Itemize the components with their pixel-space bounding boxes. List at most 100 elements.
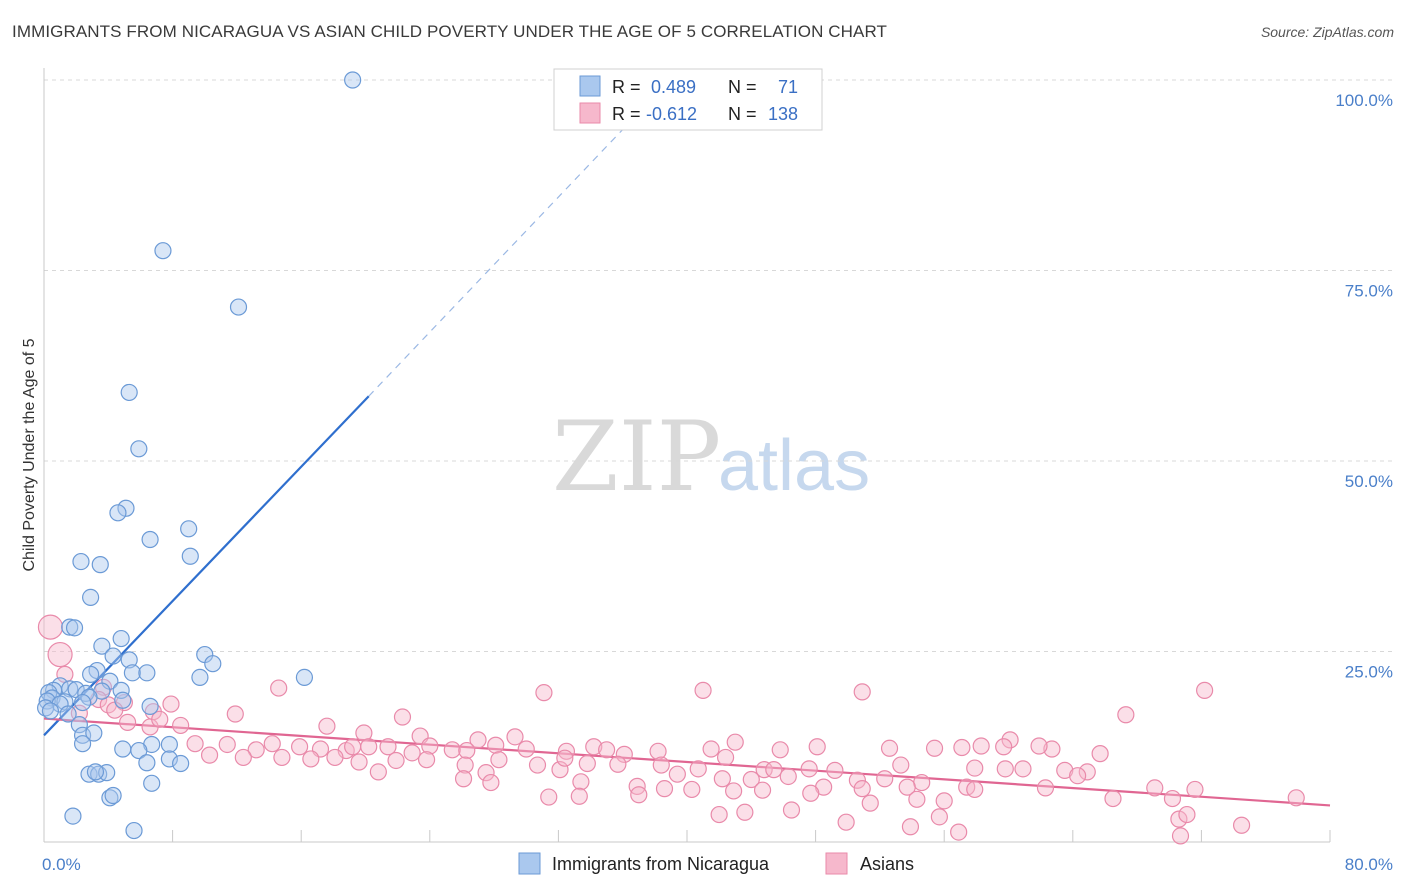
asians-point-97 <box>572 773 590 791</box>
asians-points <box>37 614 1305 845</box>
asians-point-63 <box>302 750 320 768</box>
asians-point-125 <box>1170 810 1188 828</box>
asians-point-56 <box>953 738 971 757</box>
nicaragua-point-56 <box>138 754 156 772</box>
asians-point-99 <box>655 780 674 798</box>
nicaragua-point-65 <box>64 807 82 825</box>
asians-point-118 <box>1163 789 1182 808</box>
asians-point-75 <box>689 760 707 778</box>
nicaragua-point-43 <box>37 699 55 717</box>
y-tick-label-50: 50.0% <box>1345 472 1393 491</box>
nicaragua-point-44 <box>41 702 60 720</box>
asians-point-100 <box>683 780 701 799</box>
asians-point-86 <box>477 764 495 782</box>
y-tick-label-75: 75.0% <box>1345 282 1393 301</box>
asians-point-128 <box>901 818 920 836</box>
asians-point-117 <box>1104 789 1122 808</box>
asians-point-29 <box>1001 731 1019 749</box>
legend-swatch-pink <box>579 102 601 124</box>
asians-point-59 <box>1091 745 1109 763</box>
asians-point-61 <box>234 748 252 767</box>
nicaragua-point-22 <box>138 664 156 682</box>
asians-point-126 <box>1178 805 1196 824</box>
asians-point-105 <box>898 778 916 796</box>
nicaragua-trend-extension <box>368 129 624 397</box>
asians-point-76 <box>755 761 773 779</box>
nicaragua-point-46 <box>59 705 77 723</box>
asians-point-21 <box>151 710 169 728</box>
nicaragua-point-53 <box>114 740 132 758</box>
nicaragua-point-11 <box>181 547 199 565</box>
legend-r-label-1: R = <box>612 77 641 97</box>
nicaragua-point-1 <box>154 242 172 260</box>
nicaragua-point-19 <box>120 651 138 669</box>
asians-point-110 <box>1186 780 1204 799</box>
asians-point-92 <box>848 771 866 789</box>
asians-point-43 <box>487 736 505 754</box>
asians-point-50 <box>702 740 720 758</box>
asians-point-5 <box>535 684 553 702</box>
nicaragua-point-3 <box>120 383 138 402</box>
asians-point-44 <box>517 740 535 758</box>
asians-point-8 <box>1196 681 1214 699</box>
asians-point-54 <box>880 739 899 757</box>
nicaragua-point-2 <box>229 298 248 316</box>
asians-point-42 <box>458 741 476 760</box>
asians-point-27 <box>506 728 524 746</box>
source-label: Source: ZipAtlas.com <box>1260 24 1394 40</box>
asians-point-39 <box>379 738 397 756</box>
asians-point-1 <box>47 641 73 668</box>
asians-point-66 <box>387 751 405 770</box>
asians-point-80 <box>892 756 910 774</box>
asians-point-28 <box>726 733 744 751</box>
y-axis-label: Child Poverty Under the Age of 5 <box>21 338 38 571</box>
series-legend-swatch-nicaragua <box>518 852 541 875</box>
asians-point-114 <box>802 784 820 802</box>
asians-point-108 <box>1036 779 1055 797</box>
nicaragua-point-55 <box>160 750 178 768</box>
asians-point-62 <box>273 748 291 767</box>
legend-n-value-1: 71 <box>778 77 798 97</box>
asians-point-35 <box>290 738 309 756</box>
asians-point-60 <box>200 746 219 764</box>
asians-point-109 <box>1146 779 1164 797</box>
asians-point-74 <box>652 756 670 774</box>
asians-point-91 <box>779 767 797 786</box>
asians-point-58 <box>1043 740 1061 758</box>
series-legend-label-nicaragua: Immigrants from Nicaragua <box>552 854 770 874</box>
nicaragua-point-13 <box>61 618 79 636</box>
asians-point-120 <box>861 794 879 812</box>
nicaragua-point-40 <box>73 693 92 712</box>
asians-point-94 <box>913 773 931 792</box>
series-legend: Immigrants from Nicaragua Asians <box>518 852 914 875</box>
nicaragua-point-38 <box>38 692 56 710</box>
asians-point-33 <box>247 741 265 759</box>
asians-point-26 <box>469 731 487 749</box>
nicaragua-point-57 <box>172 754 190 773</box>
nicaragua-point-50 <box>73 735 92 753</box>
asians-point-77 <box>765 761 783 779</box>
nicaragua-point-41 <box>114 691 132 709</box>
legend-n-label-1: N = <box>728 77 757 97</box>
legend-swatch-blue <box>579 75 601 97</box>
asians-point-127 <box>837 813 855 831</box>
nicaragua-point-4 <box>130 440 148 458</box>
asians-point-34 <box>263 735 281 753</box>
asians-point-83 <box>1014 760 1032 778</box>
asians-point-22 <box>172 716 190 735</box>
series-legend-swatch-asians <box>825 852 848 875</box>
asians-point-122 <box>710 805 728 824</box>
asians-point-95 <box>454 770 473 788</box>
asians-point-85 <box>1078 763 1096 781</box>
legend-n-label-2: N = <box>728 104 757 124</box>
asians-point-69 <box>490 751 508 769</box>
legend-r-label-2: R = <box>612 104 641 124</box>
asians-point-102 <box>753 781 772 799</box>
asians-point-84 <box>1056 761 1074 779</box>
watermark-atlas: atlas <box>718 426 870 506</box>
nicaragua-point-24 <box>82 665 100 683</box>
nicaragua-point-10 <box>91 556 109 574</box>
asians-point-101 <box>725 782 743 800</box>
nicaragua-point-21 <box>123 664 142 682</box>
